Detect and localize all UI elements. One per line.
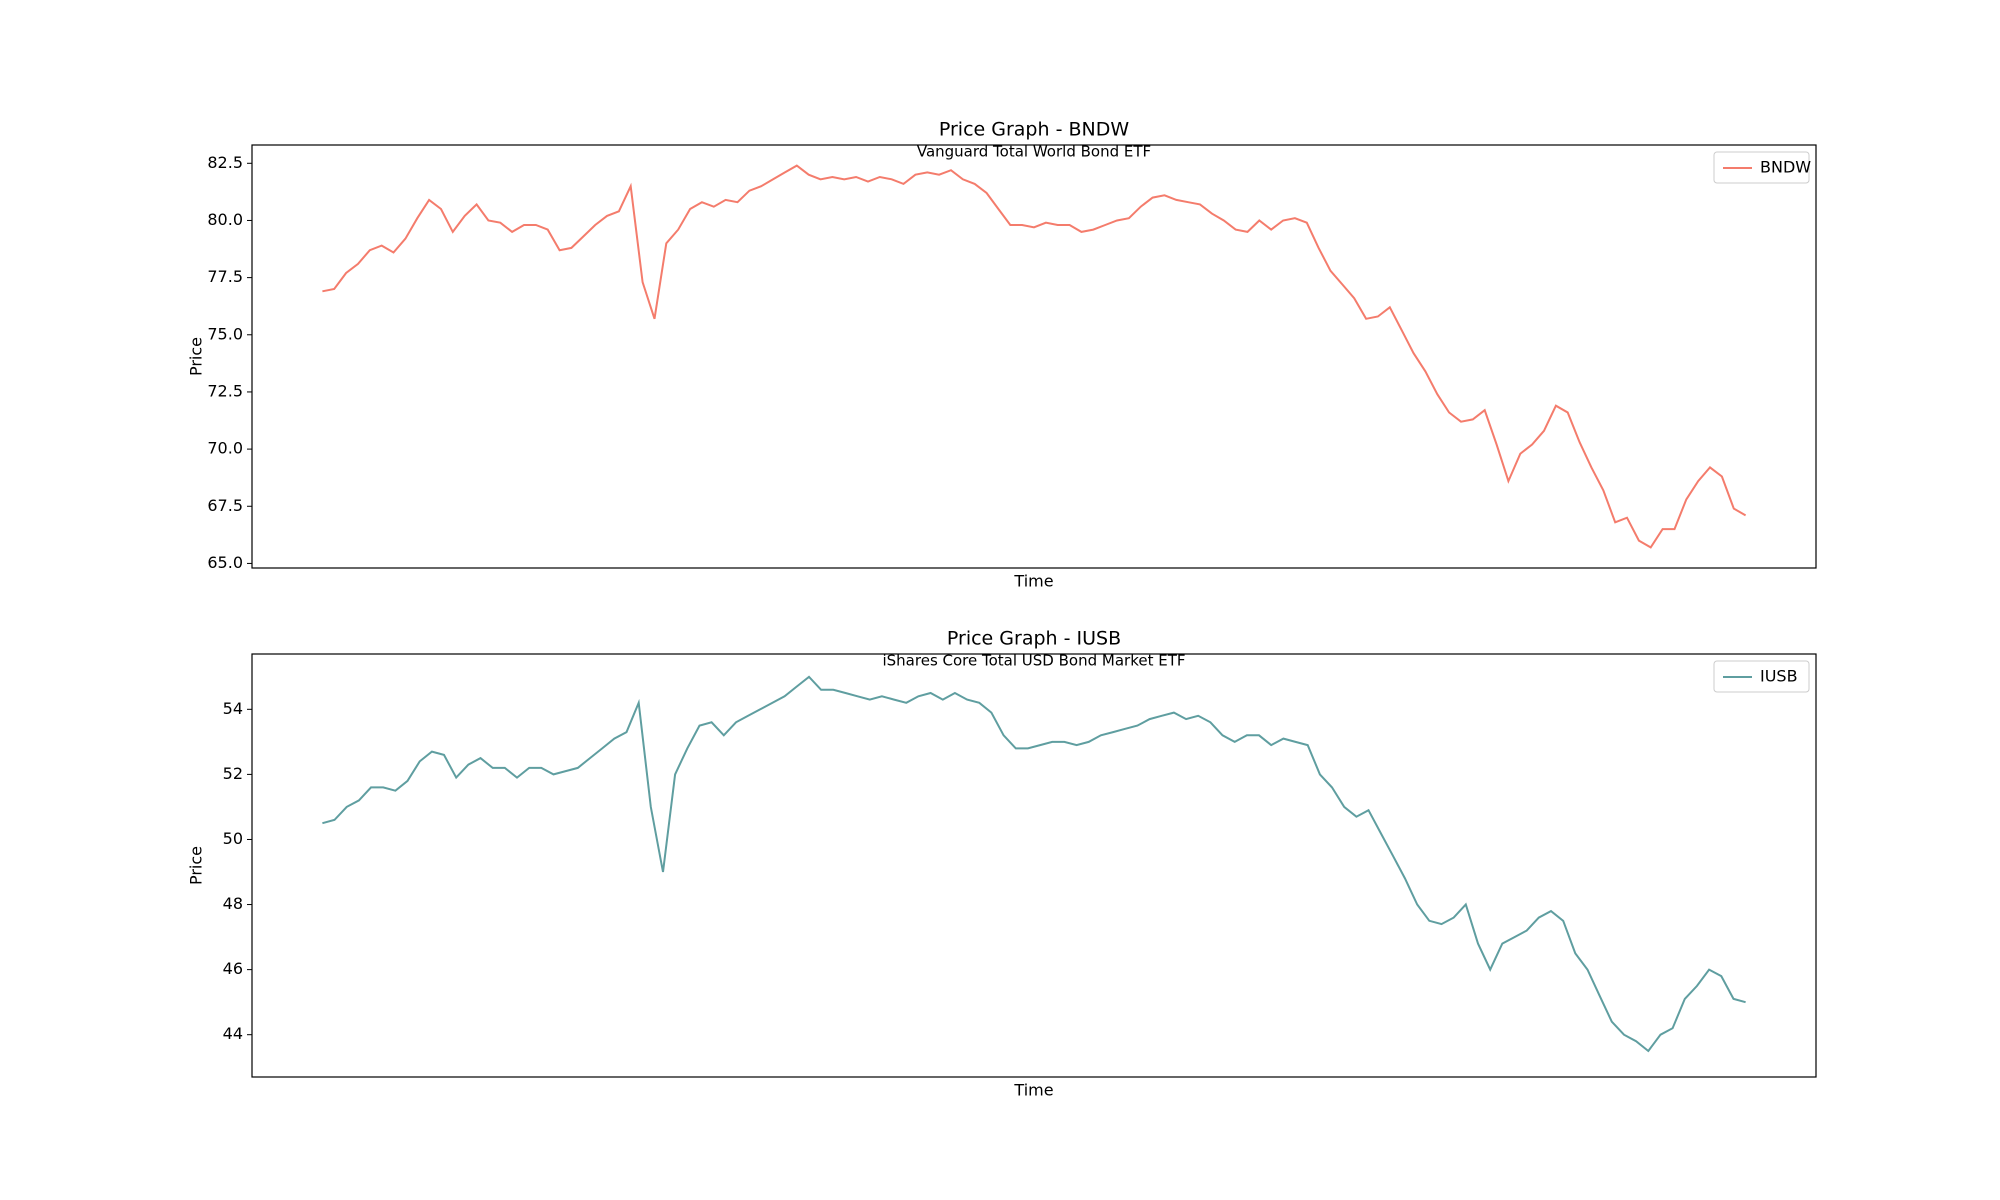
y-tick-label: 77.5 — [207, 267, 243, 286]
y-tick-label: 52 — [223, 764, 243, 783]
y-tick-label: 65.0 — [207, 553, 243, 572]
y-axis-label: Price — [187, 337, 206, 376]
y-tick-label: 67.5 — [207, 496, 243, 515]
y-tick-label: 50 — [223, 829, 243, 848]
y-tick-label: 72.5 — [207, 381, 243, 400]
chart-subtitle: Vanguard Total World Bond ETF — [917, 143, 1151, 161]
x-axis-label: Time — [1013, 1081, 1053, 1100]
axes-frame — [251, 144, 1817, 569]
x-axis-label: Time — [1013, 572, 1053, 591]
y-tick-label: 80.0 — [207, 210, 243, 229]
price-line — [322, 675, 1746, 1053]
chart-title: Price Graph - IUSB — [947, 628, 1121, 650]
chart-subtitle: iShares Core Total USD Bond Market ETF — [882, 652, 1185, 670]
y-tick-label: 44 — [223, 1024, 243, 1043]
y-tick-label: 82.5 — [207, 153, 243, 172]
chart-title: Price Graph - BNDW — [939, 119, 1129, 141]
price-line — [322, 164, 1747, 549]
y-tick-label: 48 — [223, 894, 243, 913]
legend-label: BNDW — [1760, 158, 1811, 177]
y-tick-label: 75.0 — [207, 324, 243, 343]
y-tick-label: 46 — [223, 959, 243, 978]
legend-box — [1713, 660, 1810, 693]
y-axis-label: Price — [187, 846, 206, 885]
y-tick-label: 54 — [223, 699, 243, 718]
axes-frame — [251, 653, 1817, 1078]
y-tick-label: 70.0 — [207, 439, 243, 458]
legend-box — [1713, 151, 1810, 184]
legend-label: IUSB — [1760, 667, 1798, 686]
